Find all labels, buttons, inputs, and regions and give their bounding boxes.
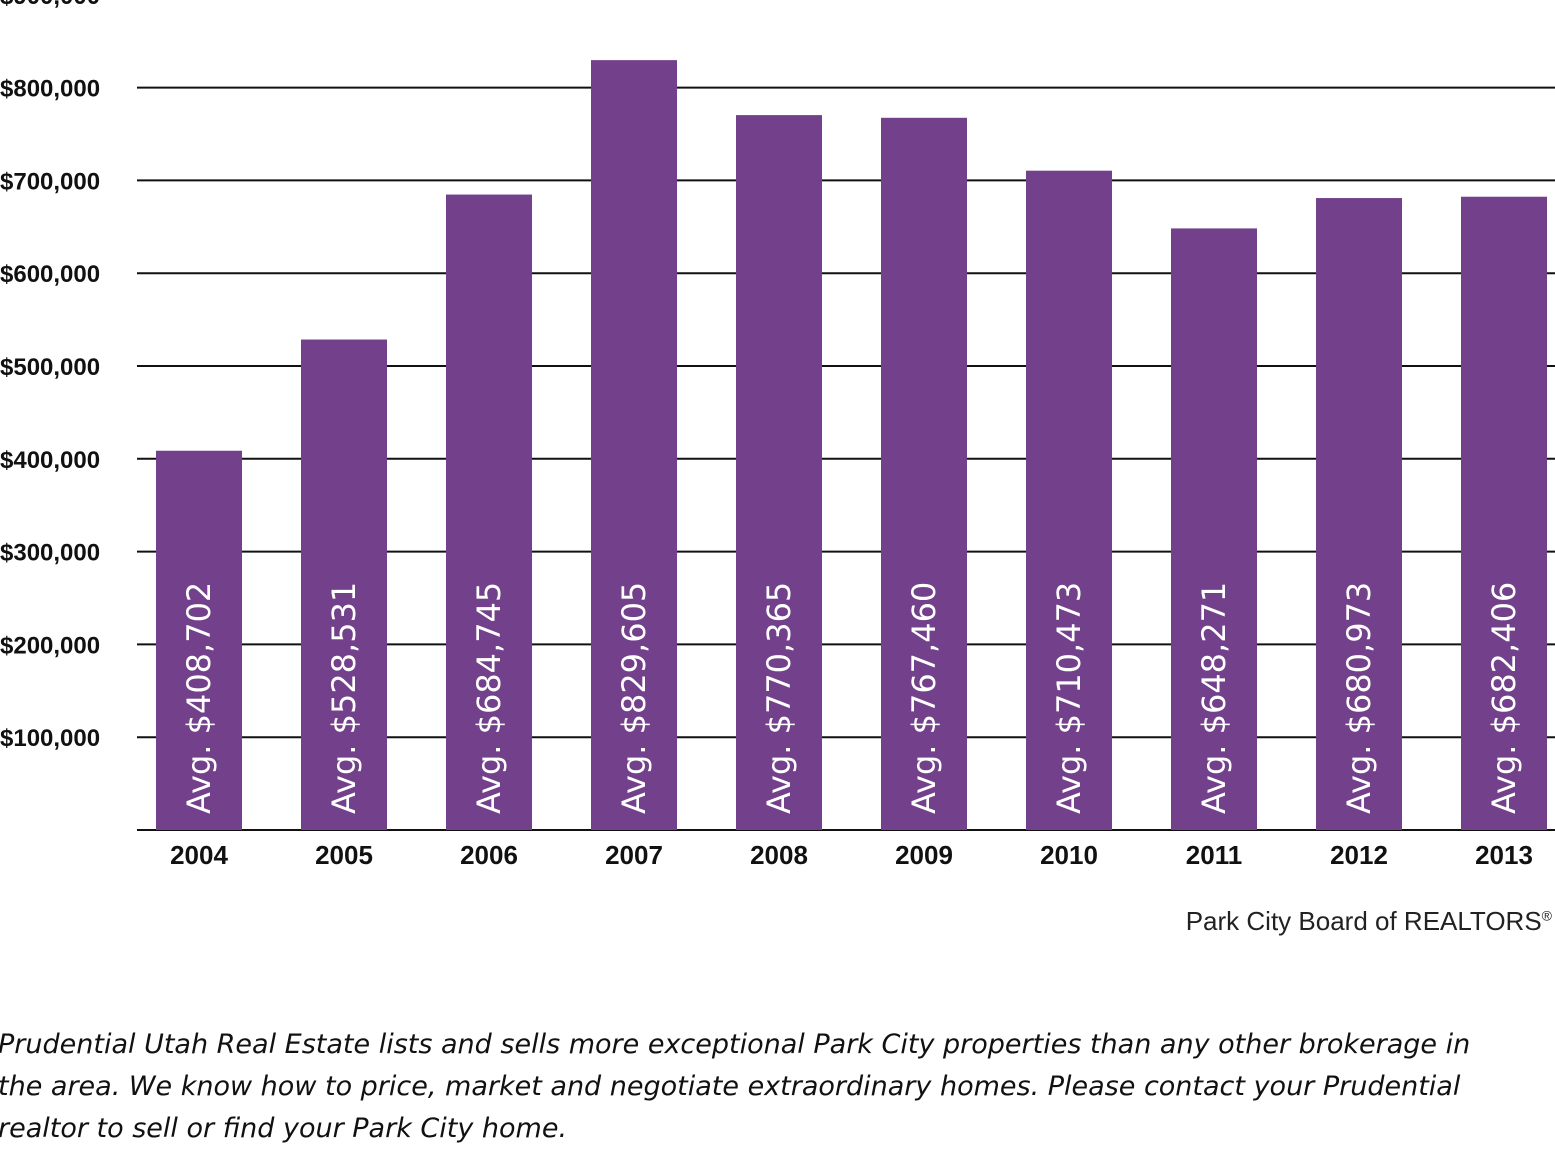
bar <box>301 339 387 830</box>
bar <box>736 115 822 831</box>
x-tick-label: 2013 <box>1475 840 1533 870</box>
bar-chart: $100,000 $200,000 $300,000 $400,000 $500,000… <box>0 0 1555 870</box>
bar-value-label: Avg. $770,365 <box>760 582 798 814</box>
y-axis-ticks: $100,000 $200,000 $300,000 $400,000 $500,000… <box>0 0 100 752</box>
bar <box>1461 196 1547 830</box>
y-tick-label: $200,000 <box>0 632 100 659</box>
y-tick-label: $500,000 <box>0 354 100 381</box>
y-tick-label: $600,000 <box>0 261 100 288</box>
bar-value-label: Avg. $528,531 <box>325 582 363 814</box>
registered-mark: ® <box>1541 907 1552 924</box>
promo-paragraph: Prudential Utah Real Estate lists and se… <box>0 1029 1471 1144</box>
x-tick-label: 2012 <box>1330 840 1388 870</box>
bar-value-label: Avg. $829,605 <box>615 582 653 814</box>
bar-value-label: Avg. $684,745 <box>470 582 508 814</box>
bar-value-label: Avg. $767,460 <box>905 582 943 814</box>
x-tick-label: 2004 <box>170 840 228 870</box>
y-tick-label: $700,000 <box>0 168 100 195</box>
bar <box>1316 198 1402 830</box>
source-text: Park City Board of REALTORS <box>1185 906 1542 936</box>
x-tick-label: 2006 <box>460 840 518 870</box>
x-tick-label: 2009 <box>895 840 953 870</box>
y-tick-label: $400,000 <box>0 447 100 474</box>
x-tick-label: 2008 <box>750 840 808 870</box>
source-note: Park City Board of REALTORS® <box>1186 906 1552 937</box>
y-tick-label: $100,000 <box>0 725 100 752</box>
bar-value-label: Avg. $710,473 <box>1050 582 1088 814</box>
y-tick-label: $900,000 <box>0 0 100 10</box>
bar <box>156 450 242 830</box>
x-tick-label: 2007 <box>605 840 663 870</box>
bar-value-label: Avg. $648,271 <box>1195 582 1233 814</box>
bar-value-label: Avg. $408,702 <box>180 582 218 814</box>
x-tick-label: 2005 <box>315 840 373 870</box>
x-tick-label: 2010 <box>1040 840 1098 870</box>
y-tick-label: $800,000 <box>0 76 100 103</box>
bar <box>881 117 967 830</box>
bar-value-label: Avg. $682,406 <box>1485 582 1523 814</box>
bar-value-label: Avg. $680,973 <box>1340 582 1378 814</box>
x-axis-ticks: 2004 2005 2006 2007 2008 2009 2010 2011 2012 2013 <box>170 840 1533 870</box>
y-tick-label: $300,000 <box>0 540 100 567</box>
bar-value-labels: Avg. $408,702 Avg. $528,531 Avg. $684,745 A… <box>180 582 1523 814</box>
bar <box>1026 170 1112 831</box>
bar <box>446 194 532 830</box>
bar <box>1171 228 1257 830</box>
bar <box>591 60 677 830</box>
bars <box>156 60 1547 831</box>
x-tick-label: 2011 <box>1186 840 1242 870</box>
